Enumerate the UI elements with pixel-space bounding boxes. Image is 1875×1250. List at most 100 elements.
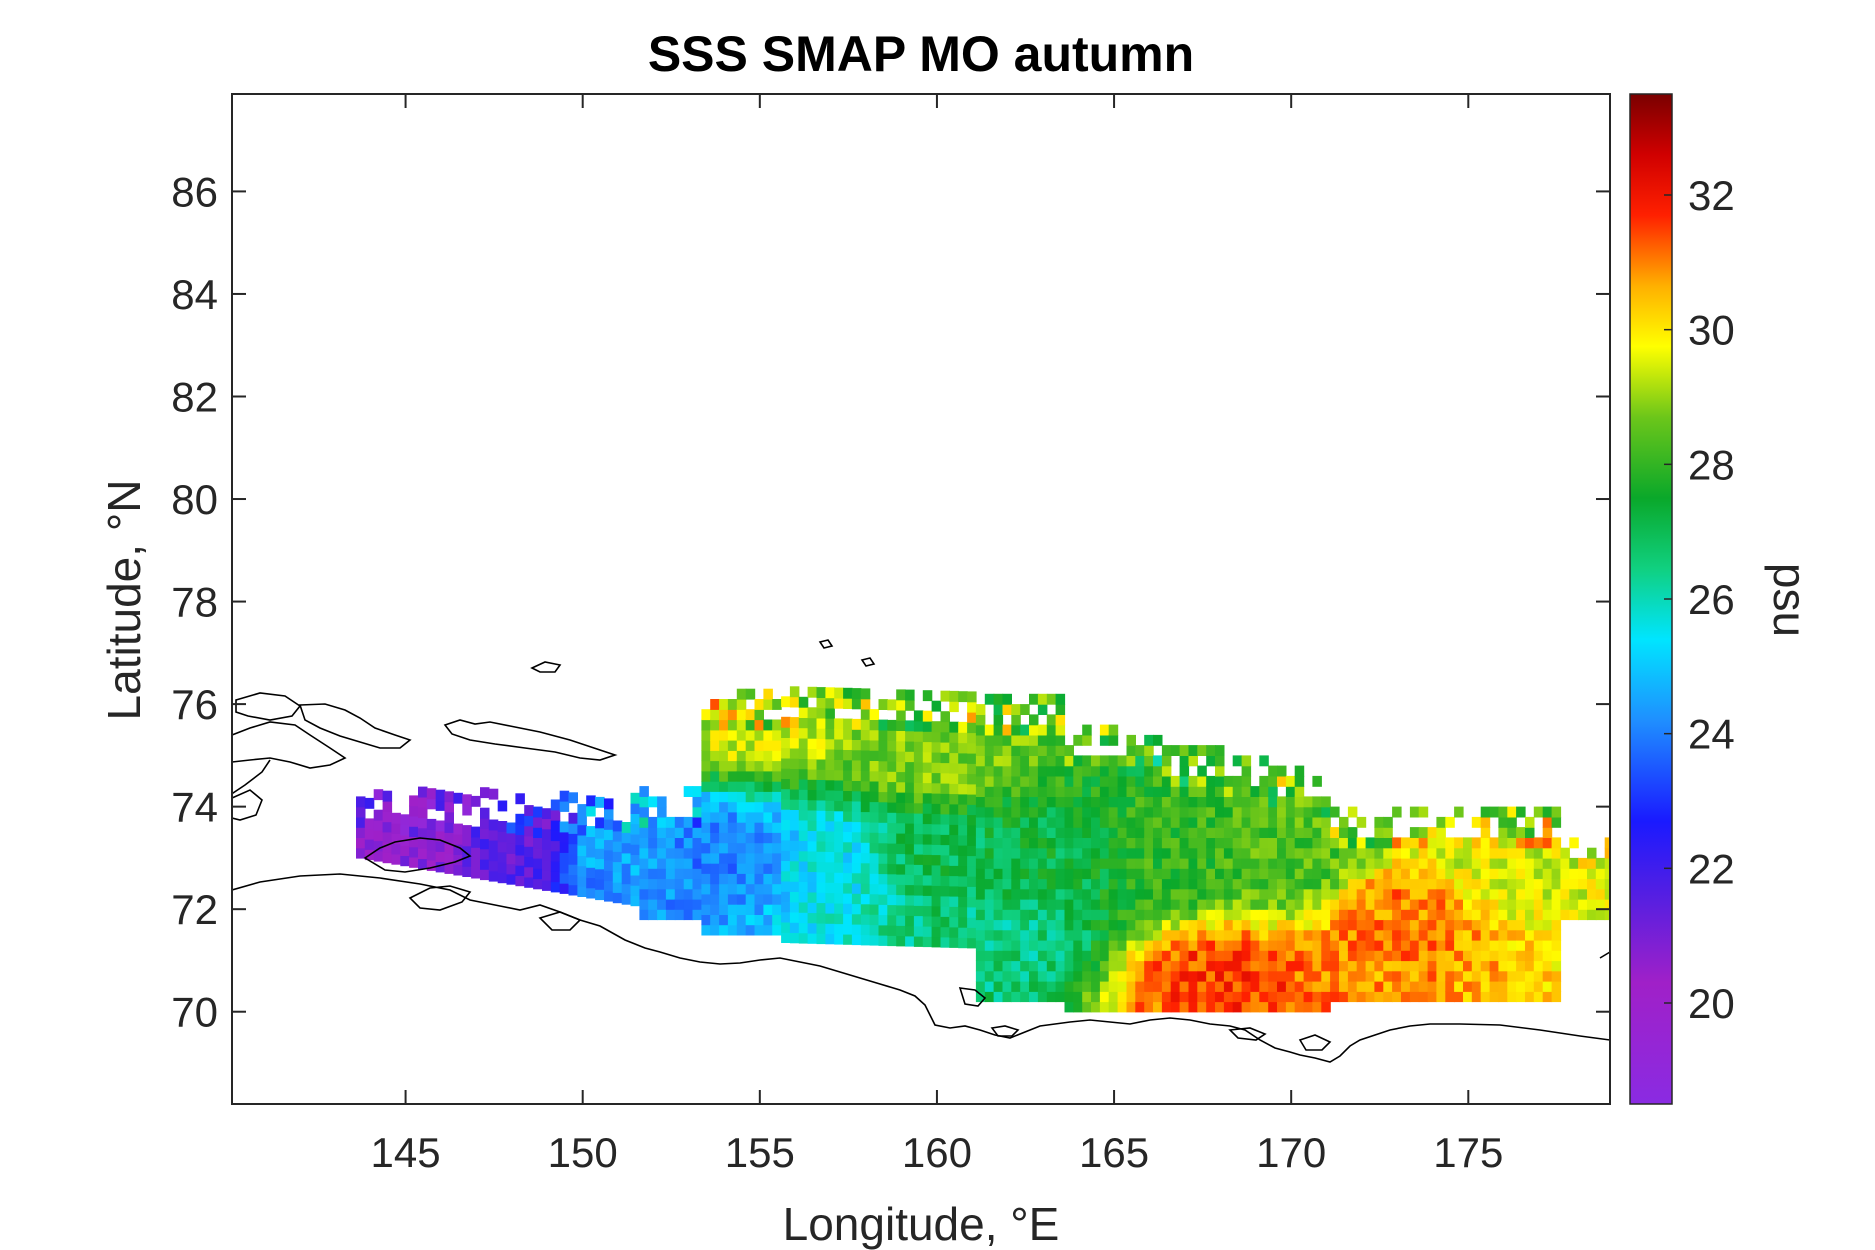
sss-cell [1144,765,1154,777]
sss-cell [1223,796,1234,808]
sss-cell [993,898,1004,910]
sss-cell [391,823,401,834]
sss-cell [1179,1001,1190,1013]
sss-cell [967,845,977,857]
sss-cell [975,878,986,890]
sss-cell [1002,816,1012,828]
sss-cell [1392,806,1402,818]
sss-cell [1082,981,1092,992]
sss-cell [1259,970,1269,982]
sss-cell [674,878,685,890]
sss-cell [1179,847,1190,859]
sss-cell [887,863,897,875]
sss-cell [1091,970,1101,982]
sss-cell [781,850,791,861]
sss-cell [1374,960,1384,972]
sss-cell [1445,909,1455,921]
sss-cell [1303,929,1314,941]
sss-cell [834,933,844,945]
sss-cell [958,752,968,764]
sss-cell [736,791,747,803]
sss-cell [745,770,756,782]
sss-cell [1268,919,1278,931]
sss-cell [612,820,623,832]
sss-cell [1498,898,1508,910]
sss-cell [905,894,915,906]
sss-cell [1401,970,1411,982]
sss-cell [1108,939,1119,951]
sss-cell [1489,909,1500,921]
sss-cell [798,830,809,841]
sss-cell [1002,950,1012,962]
sss-cell [984,745,995,756]
sss-cell [1126,827,1136,838]
sss-cell [1312,960,1322,972]
sss-cell [1401,991,1411,1003]
sss-cell [1383,827,1393,838]
sss-cell [1542,878,1553,890]
sss-cell [949,824,959,836]
sss-cell [1498,806,1508,818]
sss-cell [860,913,871,925]
sss-cell [1525,950,1535,962]
sss-cell [745,781,756,792]
sss-cell [772,760,782,772]
sss-cell [1046,796,1057,808]
sss-cell [1285,970,1296,982]
sss-cell [984,991,995,1003]
sss-cell [1055,919,1066,931]
sss-cell [727,781,738,792]
sss-cell [1153,765,1163,777]
sss-cell [1179,745,1190,756]
sss-cell [577,804,587,815]
sss-cell [1099,1001,1110,1013]
sss-cell [630,874,640,886]
sss-cell [577,855,587,867]
sss-cell [1401,919,1411,931]
sss-cell [807,748,818,760]
sss-cell [1480,950,1491,962]
sss-cell [1392,909,1402,921]
sss-cell [905,874,915,886]
sss-cell [851,739,862,751]
sss-cell [887,925,897,936]
sss-cell [453,864,463,876]
sss-cell [1002,806,1012,818]
sss-cell [1392,919,1402,931]
sss-cell [754,893,764,905]
sss-cell [763,781,773,792]
sss-cell [736,924,747,936]
sss-cell [1046,775,1057,787]
sss-cell [1383,919,1393,931]
sss-cell [1356,939,1367,951]
sss-cell [1533,939,1544,951]
sss-cell [1339,909,1349,921]
sss-cell [1215,837,1225,849]
sss-cell [1418,970,1429,982]
sss-cell [931,741,942,753]
sss-cell [1091,868,1101,880]
sss-cell [834,697,844,709]
sss-cell [1064,919,1074,931]
sss-cell [1223,970,1234,982]
sss-cell [1126,950,1136,962]
sss-cell [834,820,844,832]
sss-cell [586,846,596,858]
sss-cell [1126,960,1136,972]
sss-cell [462,835,472,847]
sss-cell [1011,734,1021,746]
sss-cell [869,914,880,926]
sss-cell [1082,929,1092,941]
sss-cell [1587,847,1597,859]
sss-cell [1020,919,1030,931]
sss-cell [1215,868,1225,880]
colorbar-label: psu [1764,563,1816,637]
sss-cell [1117,888,1128,900]
sss-cell [1507,909,1517,921]
sss-cell [1099,847,1110,859]
sss-cell [1037,898,1048,910]
sss-cell [745,822,756,833]
sss-cell [843,718,853,730]
sss-cell [1365,888,1376,900]
sss-cell [1108,919,1119,931]
